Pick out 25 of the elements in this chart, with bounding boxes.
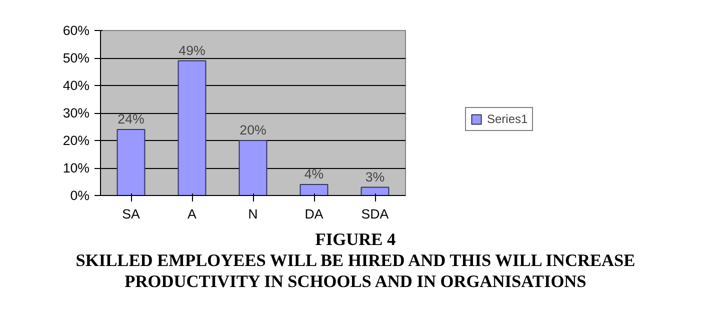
- data-label: 4%: [304, 166, 324, 182]
- x-tick-label: A: [188, 206, 197, 222]
- x-tick-label: N: [248, 206, 258, 222]
- bar: [300, 184, 328, 196]
- bar: [178, 60, 206, 196]
- x-tick-label: DA: [304, 206, 324, 222]
- y-tick-label: 30%: [62, 106, 90, 120]
- y-tick-label: 40%: [62, 78, 90, 93]
- bar: [116, 129, 146, 196]
- text: FIGURE 4: [315, 230, 396, 249]
- y-tick-label: 50%: [62, 50, 90, 66]
- legend-label: Series1: [487, 112, 528, 126]
- y-tick-label: 60%: [62, 23, 90, 38]
- x-tick-label: SDA: [361, 206, 389, 222]
- text: SKILLED EMPLOYEES WILL BE HIRED AND THIS WILL INCREASE PRODUCTIVITY IN SCHOOLS AND IN ORGANISATIONS: [76, 250, 636, 291]
- y-tick-label: 10%: [62, 160, 90, 176]
- y-tick-label: 0%: [70, 188, 90, 203]
- data-label: 24%: [118, 112, 144, 126]
- data-label: 20%: [240, 122, 266, 138]
- data-label: 49%: [178, 42, 206, 58]
- bar: [360, 186, 390, 196]
- data-label: 3%: [365, 169, 385, 184]
- y-tick-label: 20%: [62, 133, 90, 148]
- bar: [238, 140, 268, 196]
- x-tick-label: SA: [122, 206, 140, 222]
